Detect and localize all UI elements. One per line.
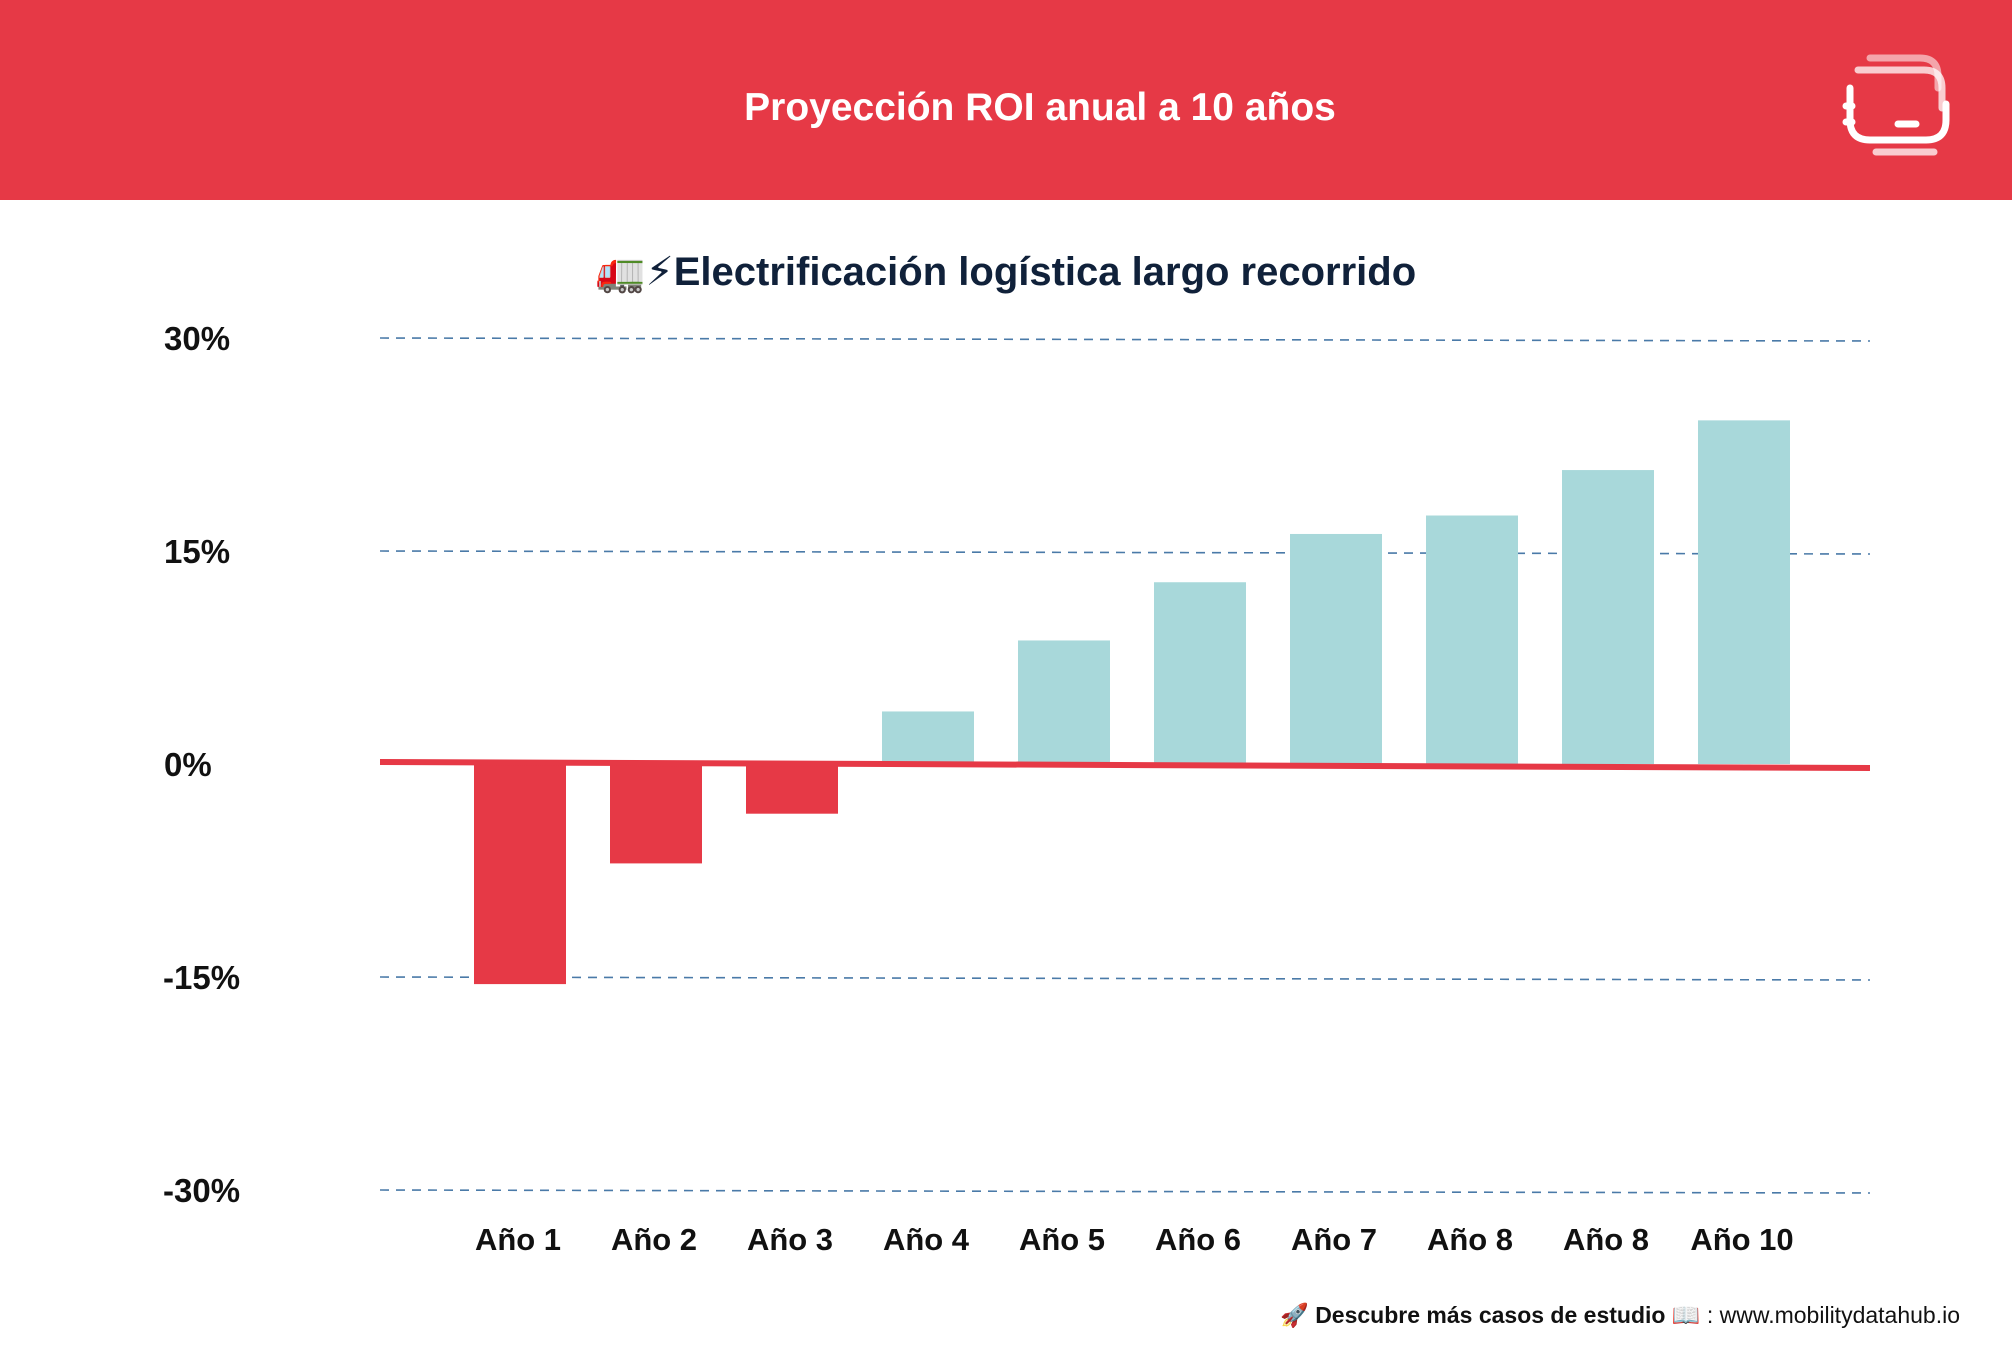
bar — [474, 764, 566, 985]
bar — [1018, 640, 1110, 764]
gridline — [379, 550, 1871, 555]
x-tick-label: Año 5 — [1019, 1222, 1105, 1257]
gridline — [379, 976, 1871, 981]
bar — [610, 764, 702, 864]
footer: 🚀 Descubre más casos de estudio 📖 : www.… — [1280, 1302, 1960, 1329]
x-tick-label: Año 10 — [1690, 1222, 1793, 1257]
x-tick-label: Año 7 — [1291, 1222, 1377, 1257]
stacked-rounded-frames-logo-icon — [1842, 54, 1950, 156]
bar — [882, 711, 974, 764]
x-tick-label: Año 8 — [1563, 1222, 1649, 1257]
bar — [1426, 515, 1518, 764]
page-title: Proyección ROI anual a 10 años — [744, 86, 1336, 129]
x-tick-label: Año 3 — [747, 1222, 833, 1257]
rocket-icon: 🚀 — [1280, 1302, 1309, 1328]
footer-label: Descubre más casos de estudio — [1315, 1302, 1666, 1328]
chart-title: 🚛⚡Electrificación logística largo recorr… — [595, 250, 1417, 294]
open-book-icon: 📖 — [1671, 1302, 1701, 1328]
y-tick-label: -30% — [163, 1172, 240, 1209]
footer-separator: : — [1700, 1302, 1720, 1328]
x-tick-label: Año 4 — [883, 1222, 970, 1257]
x-tick-label: Año 1 — [475, 1222, 561, 1257]
zero-line — [379, 759, 1871, 771]
header-banner: Proyección ROI anual a 10 años — [0, 0, 2012, 200]
y-tick-label: 0% — [164, 746, 212, 783]
bar — [1290, 533, 1382, 764]
x-tick-label: Año 6 — [1155, 1222, 1241, 1257]
footer-url-link[interactable]: www.mobilitydatahub.io — [1719, 1302, 1960, 1328]
x-tick-label: Año 2 — [611, 1222, 697, 1257]
bar — [1154, 582, 1246, 764]
bar — [1698, 420, 1790, 764]
y-tick-label: 15% — [164, 533, 230, 570]
y-tick-label: -15% — [163, 959, 240, 996]
gridline — [379, 1189, 1871, 1194]
gridline — [379, 337, 1871, 342]
bar — [746, 764, 838, 814]
y-tick-label: 30% — [164, 320, 230, 357]
x-tick-label: Año 8 — [1427, 1222, 1513, 1257]
bar — [1562, 470, 1654, 764]
